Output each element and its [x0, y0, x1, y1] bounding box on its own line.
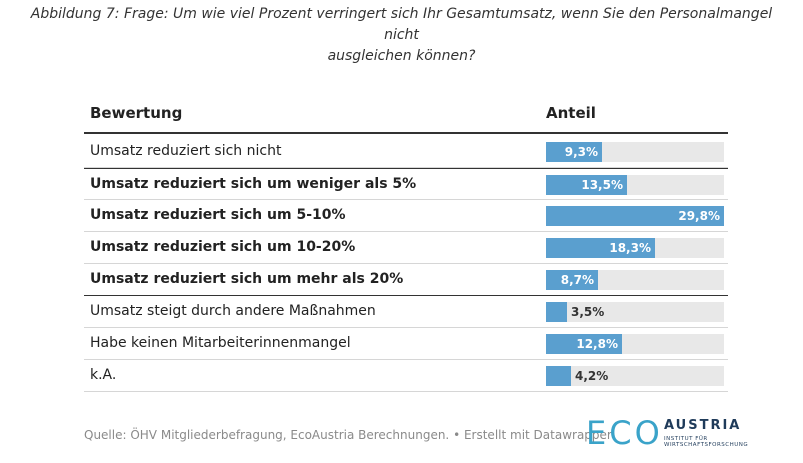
table-row: Umsatz reduziert sich um weniger als 5% 1…: [84, 168, 728, 200]
bar-value-label: 29,8%: [678, 209, 720, 223]
table-row: Umsatz reduziert sich um 5-10% 29,8%: [84, 200, 728, 232]
table-header: Bewertung Anteil: [84, 100, 728, 134]
bar-track: 29,8%: [546, 206, 724, 226]
source-note: Quelle: ÖHV Mitgliederbefragung, EcoAust…: [84, 428, 612, 442]
bar: [546, 270, 598, 290]
bar-track: 3,5%: [546, 302, 724, 322]
bar-value-label: 13,5%: [581, 178, 623, 192]
header-anteil: Anteil: [546, 104, 596, 122]
table-row: Umsatz reduziert sich um mehr als 20% 8,7…: [84, 264, 728, 296]
row-label: Umsatz reduziert sich um mehr als 20%: [90, 271, 404, 287]
bar-track: 4,2%: [546, 366, 724, 386]
table-row: Umsatz reduziert sich nicht 9,3%: [84, 136, 728, 168]
bar-track: 18,3%: [546, 238, 724, 258]
chart-table-body: Umsatz reduziert sich nicht 9,3% Umsatz re…: [84, 136, 728, 392]
logo-eco-text: ECO: [586, 414, 663, 452]
table-row: Umsatz steigt durch andere Maßnahmen 3,5%: [84, 296, 728, 328]
row-label: k.A.: [90, 367, 117, 383]
table-row: Umsatz reduziert sich um 10-20% 18,3%: [84, 232, 728, 264]
bar-value-label: 9,3%: [564, 145, 598, 159]
row-label: Umsatz steigt durch andere Maßnahmen: [90, 303, 376, 319]
bar: [546, 175, 627, 195]
bar-value-label: 8,7%: [560, 273, 594, 287]
caption-line-1: Abbildung 7: Frage: Um wie viel Prozent …: [30, 6, 773, 43]
bar-track: 9,3%: [546, 142, 724, 162]
bar: [546, 238, 655, 258]
bar-track: 13,5%: [546, 175, 724, 195]
figure-caption: Abbildung 7: Frage: Um wie viel Prozent …: [20, 4, 783, 67]
logo-austria-text: AUSTRIA: [664, 418, 742, 433]
row-label: Umsatz reduziert sich um 5-10%: [90, 207, 346, 223]
row-label: Umsatz reduziert sich nicht: [90, 143, 282, 159]
bar: [546, 206, 724, 226]
bar-value-label: 4,2%: [575, 369, 609, 383]
bar: [546, 302, 567, 322]
caption-line-2: ausgleichen können?: [327, 48, 476, 64]
bar-value-label: 18,3%: [609, 241, 651, 255]
row-label: Umsatz reduziert sich um 10-20%: [90, 239, 356, 255]
bar: [546, 334, 622, 354]
row-label: Umsatz reduziert sich um weniger als 5%: [90, 176, 417, 192]
row-label: Habe keinen Mitarbeiterinnenmangel: [90, 335, 351, 351]
bar: [546, 366, 571, 386]
bar: [546, 142, 602, 162]
bar-track: 12,8%: [546, 334, 724, 354]
table-row: k.A. 4,2%: [84, 360, 728, 392]
bar-value-label: 3,5%: [571, 305, 605, 319]
bar-value-label: 12,8%: [576, 337, 618, 351]
logo-subtitle-text: INSTITUT FÜR WIRTSCHAFTSFORSCHUNG: [664, 436, 749, 448]
bar-track: 8,7%: [546, 270, 724, 290]
header-bewertung: Bewertung: [90, 104, 183, 122]
table-row: Habe keinen Mitarbeiterinnenmangel 12,8%: [84, 328, 728, 360]
